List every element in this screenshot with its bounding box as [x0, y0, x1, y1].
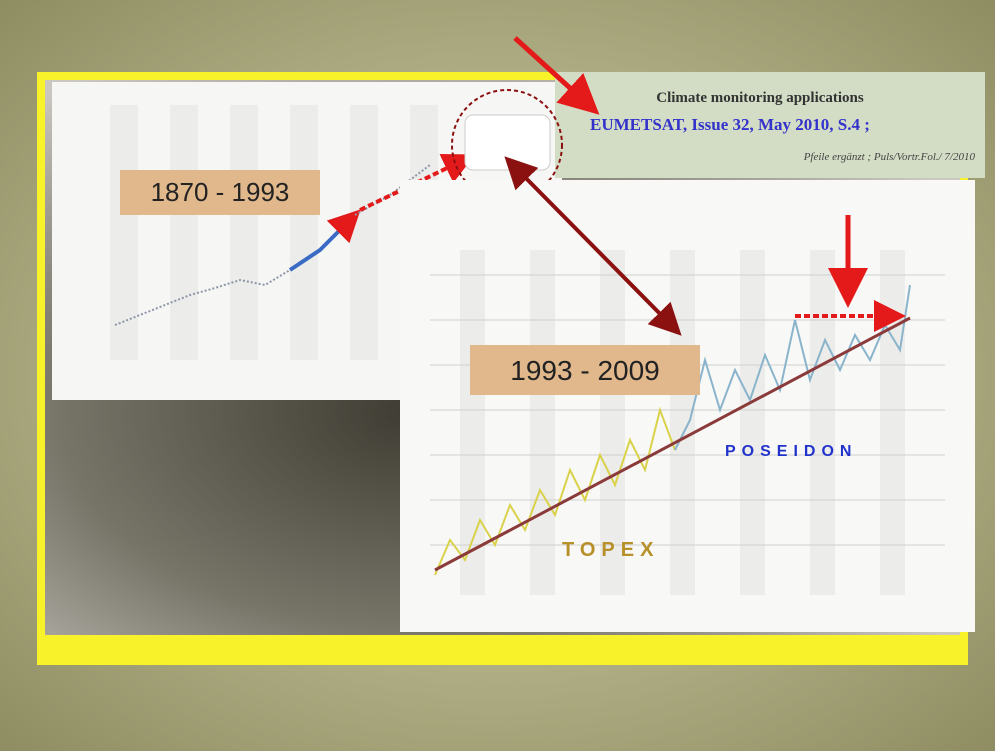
- header-note: Pfeile ergänzt ; Puls/Vortr.Fol./ 7/2010: [803, 151, 976, 163]
- blank-box: [465, 115, 550, 170]
- page: 1870 - 1993 Climate monitoring applicati…: [0, 0, 995, 751]
- header: Climate monitoring applications EUMETSAT…: [555, 72, 985, 178]
- poseidon-label: POSEIDON: [725, 443, 857, 460]
- right-chart: 1993 - 2009 POSEIDON TOPEX: [400, 180, 975, 632]
- header-source: EUMETSAT, Issue 32, May 2010, S.4 ;: [590, 115, 870, 134]
- slide: 1870 - 1993 Climate monitoring applicati…: [0, 0, 995, 751]
- period-label: 1993 - 2009: [510, 355, 659, 386]
- header-title: Climate monitoring applications: [656, 90, 864, 106]
- period-label: 1870 - 1993: [151, 177, 290, 207]
- topex-label: TOPEX: [562, 539, 659, 561]
